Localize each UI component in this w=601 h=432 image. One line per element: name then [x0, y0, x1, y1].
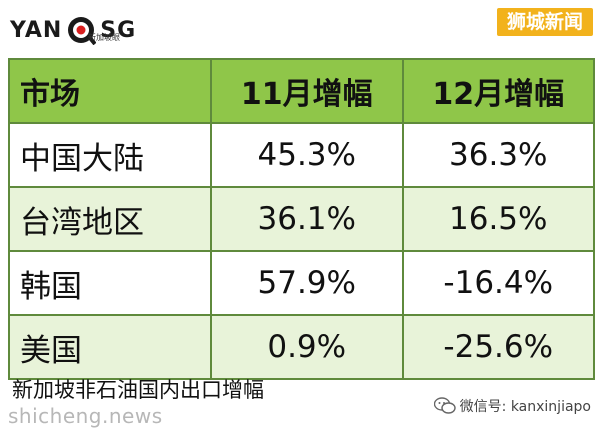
wechat-id: 微信号: kanxinjiapo — [459, 399, 591, 415]
logo-subtitle: 新加坡眼 — [88, 33, 120, 42]
header-dec: 12月增幅 — [401, 58, 595, 124]
cell-market: 中国大陆 — [8, 122, 212, 188]
wechat-icon — [433, 397, 456, 415]
cell-dec: 36.3% — [401, 122, 595, 188]
header-market: 市场 — [8, 58, 212, 124]
logo-eye-icon — [66, 15, 97, 46]
table-row: 美国 0.9% -25.6% — [8, 314, 595, 380]
cell-dec: -25.6% — [401, 314, 595, 380]
wechat-watermark: 微信号: kanxinjiapo — [433, 396, 591, 416]
table-row: 韩国 57.9% -16.4% — [8, 250, 595, 316]
header-nov: 11月增幅 — [210, 58, 404, 124]
cell-market: 台湾地区 — [8, 186, 212, 252]
logo-text-left: YAN — [10, 17, 63, 43]
export-growth-table: 市场 11月增幅 12月增幅 中国大陆 45.3% 36.3% 台湾地区 36.… — [8, 58, 595, 380]
cell-market: 美国 — [8, 314, 212, 380]
site-watermark: shicheng.news — [8, 404, 163, 428]
cell-nov: 57.9% — [210, 250, 404, 316]
logo-text-right: SG — [100, 17, 137, 43]
brand-tag: 狮城新闻 — [496, 8, 593, 36]
cell-nov: 36.1% — [210, 186, 404, 252]
table-header-row: 市场 11月增幅 12月增幅 — [8, 58, 595, 124]
cell-dec: -16.4% — [401, 250, 595, 316]
table-caption: 新加坡非石油国内出口增幅 — [12, 378, 264, 402]
cell-market: 韩国 — [8, 250, 212, 316]
cell-nov: 0.9% — [210, 314, 404, 380]
table-row: 中国大陆 45.3% 36.3% — [8, 122, 595, 188]
yanqsg-logo: YAN SG — [10, 10, 136, 50]
cell-dec: 16.5% — [401, 186, 595, 252]
table-row: 台湾地区 36.1% 16.5% — [8, 186, 595, 252]
cell-nov: 45.3% — [210, 122, 404, 188]
